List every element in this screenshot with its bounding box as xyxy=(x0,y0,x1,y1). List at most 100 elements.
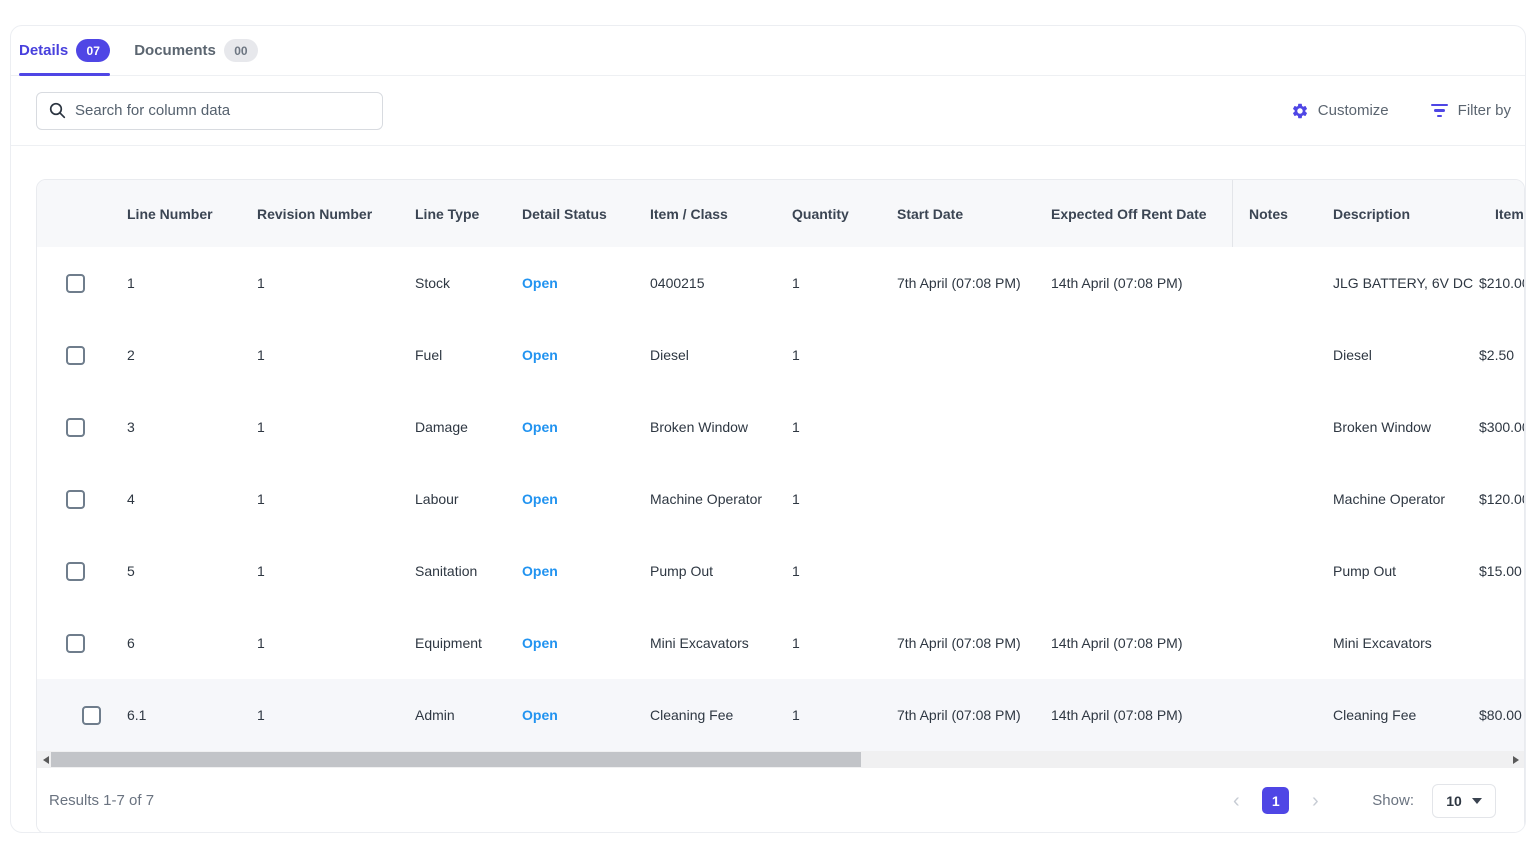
header-item-charge[interactable]: Item C xyxy=(1495,205,1524,222)
tab-details[interactable]: Details 07 xyxy=(19,26,111,76)
open-status-link[interactable]: Open xyxy=(522,275,558,291)
row-checkbox-cell xyxy=(37,319,127,391)
cell-item-charge: $210.00 xyxy=(1479,275,1524,291)
search-box[interactable] xyxy=(36,91,383,130)
cell-start-date xyxy=(897,535,1051,607)
cell-expected-date xyxy=(1051,535,1232,607)
table-section: Line Number Revision Number Line Type De… xyxy=(11,146,1525,832)
page-size-dropdown[interactable]: 10 xyxy=(1432,783,1496,818)
open-status-link[interactable]: Open xyxy=(522,347,558,363)
show-label: Show: xyxy=(1372,792,1414,809)
table-row[interactable]: 6.1 1 Admin Open Cleaning Fee 1 7th Apri… xyxy=(37,679,1524,751)
header-checkbox-cell xyxy=(37,180,127,247)
cell-description: Machine Operator xyxy=(1333,491,1446,507)
cell-line-number: 6.1 xyxy=(127,707,147,723)
header-notes[interactable]: Notes xyxy=(1232,180,1333,247)
filter-bars-icon xyxy=(1431,103,1449,118)
horizontal-scrollbar[interactable] xyxy=(37,751,1524,768)
cell-quantity: 1 xyxy=(792,563,800,579)
table-footer: Results 1-7 of 7 ‹ 1 › Show: 10 xyxy=(37,768,1524,832)
cell-start-date: 7th April (07:08 PM) xyxy=(897,707,1021,723)
header-quantity[interactable]: Quantity xyxy=(792,205,849,222)
row-checkbox[interactable] xyxy=(66,561,85,581)
open-status-link[interactable]: Open xyxy=(522,635,558,651)
open-status-link[interactable]: Open xyxy=(522,491,558,507)
table-row[interactable]: 1 1 Stock Open 0400215 1 7th April (07:0… xyxy=(37,247,1524,319)
open-status-link[interactable]: Open xyxy=(522,707,558,723)
cell-quantity: 1 xyxy=(792,419,800,435)
header-expected-off-rent[interactable]: Expected Off Rent Date xyxy=(1051,205,1207,222)
row-checkbox[interactable] xyxy=(66,273,85,293)
cell-revision: 1 xyxy=(257,347,265,363)
table-card: Line Number Revision Number Line Type De… xyxy=(36,179,1525,832)
results-count: Results 1-7 of 7 xyxy=(49,792,155,809)
open-status-link[interactable]: Open xyxy=(522,419,558,435)
chevron-right-icon[interactable]: › xyxy=(1311,789,1319,812)
row-checkbox[interactable] xyxy=(66,417,85,437)
cell-line-number: 4 xyxy=(127,491,135,507)
scroll-left-arrow-icon[interactable] xyxy=(37,751,54,768)
table-body: 1 1 Stock Open 0400215 1 7th April (07:0… xyxy=(37,247,1524,751)
cell-line-type: Damage xyxy=(415,419,468,435)
header-revision-number[interactable]: Revision Number xyxy=(257,205,373,222)
header-start-date[interactable]: Start Date xyxy=(897,205,964,222)
cell-notes xyxy=(1232,535,1333,607)
tab-documents-count-badge: 00 xyxy=(223,39,258,62)
open-status-link[interactable]: Open xyxy=(522,563,558,579)
table-row[interactable]: 5 1 Sanitation Open Pump Out 1 Pump Out … xyxy=(37,535,1524,607)
row-checkbox-cell xyxy=(37,535,127,607)
table-row[interactable]: 3 1 Damage Open Broken Window 1 Broken W… xyxy=(37,391,1524,463)
header-detail-status[interactable]: Detail Status xyxy=(522,205,607,222)
header-item-class[interactable]: Item / Class xyxy=(650,205,728,222)
header-line-type[interactable]: Line Type xyxy=(415,205,480,222)
tab-documents[interactable]: Documents 00 xyxy=(134,26,258,75)
cell-revision: 1 xyxy=(257,275,265,291)
cell-start-date: 7th April (07:08 PM) xyxy=(897,275,1021,291)
cell-line-type: Equipment xyxy=(415,635,482,651)
row-checkbox-cell xyxy=(37,607,127,679)
chevron-left-icon[interactable]: ‹ xyxy=(1232,789,1240,812)
header-line-number[interactable]: Line Number xyxy=(127,205,213,222)
pagination: ‹ 1 › Show: 10 xyxy=(1223,783,1496,818)
cell-item-charge: $15.00 xyxy=(1479,563,1522,579)
search-icon xyxy=(49,102,66,119)
cell-detail-status: Open xyxy=(522,463,650,535)
table-row[interactable]: 4 1 Labour Open Machine Operator 1 Machi… xyxy=(37,463,1524,535)
row-checkbox[interactable] xyxy=(66,345,85,365)
cell-line-number: 1 xyxy=(127,275,135,291)
scrollbar-thumb[interactable] xyxy=(51,752,861,767)
cell-description: Broken Window xyxy=(1333,419,1432,435)
tab-bar: Details 07 Documents 00 xyxy=(11,26,1525,76)
cell-notes xyxy=(1232,247,1333,319)
row-checkbox[interactable] xyxy=(66,633,85,653)
cell-description: Diesel xyxy=(1333,347,1372,363)
tab-documents-label: Documents xyxy=(134,42,216,59)
cell-description: Cleaning Fee xyxy=(1333,707,1417,723)
row-checkbox[interactable] xyxy=(66,489,85,509)
details-panel: Details 07 Documents 00 xyxy=(10,25,1526,833)
cell-start-date xyxy=(897,319,1051,391)
cell-detail-status: Open xyxy=(522,679,650,751)
cell-start-date: 7th April (07:08 PM) xyxy=(897,635,1021,651)
cell-revision: 1 xyxy=(257,491,265,507)
cell-item-class: Mini Excavators xyxy=(650,635,749,651)
search-input[interactable] xyxy=(75,102,372,119)
cell-notes xyxy=(1232,319,1333,391)
filter-by-button[interactable]: Filter by xyxy=(1431,102,1511,119)
cell-expected-date: 14th April (07:08 PM) xyxy=(1051,707,1183,723)
cell-detail-status: Open xyxy=(522,535,650,607)
customize-label: Customize xyxy=(1317,102,1389,119)
row-checkbox[interactable] xyxy=(82,705,101,725)
cell-revision: 1 xyxy=(257,563,265,579)
cell-notes xyxy=(1232,463,1333,535)
current-page-button[interactable]: 1 xyxy=(1262,787,1290,814)
table-row[interactable]: 6 1 Equipment Open Mini Excavators 1 7th… xyxy=(37,607,1524,679)
cell-detail-status: Open xyxy=(522,607,650,679)
scroll-right-arrow-icon[interactable] xyxy=(1507,751,1524,768)
header-description[interactable]: Description xyxy=(1333,205,1411,222)
row-checkbox-cell xyxy=(37,247,127,319)
customize-button[interactable]: Customize xyxy=(1291,102,1389,120)
cell-quantity: 1 xyxy=(792,707,800,723)
table-row[interactable]: 2 1 Fuel Open Diesel 1 Diesel $2.50 xyxy=(37,319,1524,391)
